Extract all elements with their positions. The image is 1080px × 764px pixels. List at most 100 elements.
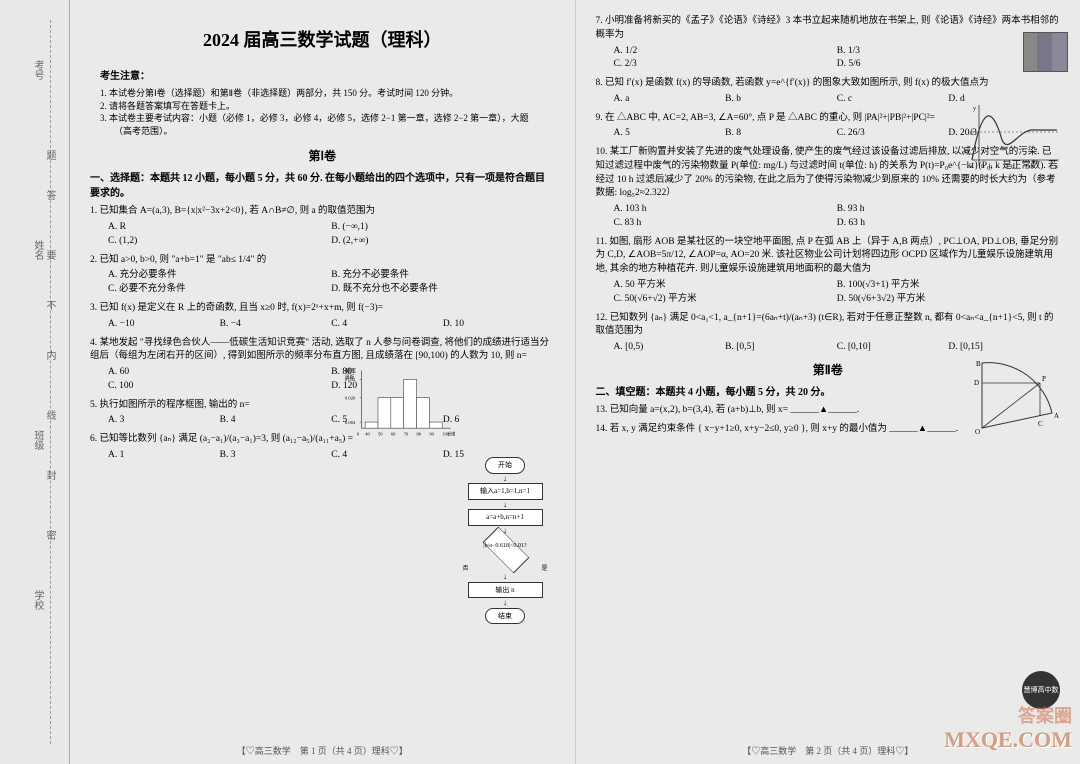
question-stem: 8. 已知 f′(x) 是函数 f(x) 的导函数, 若函数 y=e^{f′(x… bbox=[596, 77, 1061, 91]
option: C. 必要不充分条件 bbox=[108, 283, 331, 297]
option: C. 83 h bbox=[614, 217, 837, 231]
binding-margin: 考号 题 答 姓名 要 不 内 线 班级 封 密 学校 bbox=[0, 0, 70, 764]
options: A. 1/2B. 1/3C. 2/3D. 5/6 bbox=[596, 45, 1061, 73]
option: A. 3 bbox=[108, 414, 220, 428]
part1-sub: 一、选择题：本题共 12 小题，每小题 5 分，共 60 分. 在每小题给出的四… bbox=[90, 171, 555, 201]
svg-text:D: D bbox=[974, 379, 979, 387]
option: A. 5 bbox=[614, 127, 726, 141]
part1-title: 第Ⅰ卷 bbox=[90, 147, 555, 165]
question-2: 2. 已知 a>0, b>0, 则 "a+b=1" 是 "ab≤ 1/4" 的A… bbox=[90, 254, 555, 297]
svg-text:1: 1 bbox=[970, 131, 973, 137]
option: A. R bbox=[108, 221, 331, 235]
question-stem: 6. 已知等比数列 {aₙ} 满足 (a₂−a₁)/(a₃−a₁)=3, 则 (… bbox=[90, 433, 555, 447]
notice-line: 2. 请将各题答案填写在答题卡上。 bbox=[100, 100, 545, 113]
option: A. −10 bbox=[108, 318, 220, 332]
option: D. (2,+∞) bbox=[331, 235, 554, 249]
sector-figure: B D O C A P bbox=[972, 358, 1062, 438]
option: A. 1/2 bbox=[614, 45, 837, 59]
option: C. 4 bbox=[331, 318, 443, 332]
option: B. 8 bbox=[725, 127, 837, 141]
option: C. (1,2) bbox=[108, 235, 331, 249]
fc-input: 输入a=1,b=1,n=1 bbox=[468, 483, 543, 500]
question-stem: 1. 已知集合 A=(a,3), B={x|x²−3x+2<0}, 若 A∩B≠… bbox=[90, 205, 555, 219]
svg-text:50: 50 bbox=[378, 432, 383, 437]
page-2: 7. 小明准备将新买的《孟子》《论语》《诗经》3 本书立起来随机地放在书架上, … bbox=[575, 0, 1080, 764]
fc-proc: a=a+b,n=n+1 bbox=[468, 509, 543, 526]
option: C. 100 bbox=[108, 380, 331, 394]
options: A. −10B. −4C. 4D. 10 bbox=[90, 318, 555, 332]
option: C. 26/3 bbox=[837, 127, 949, 141]
option: D. 63 h bbox=[837, 217, 1060, 231]
margin-inner: 题 bbox=[42, 150, 57, 160]
margin-inner: 封 bbox=[42, 470, 57, 480]
svg-text:b: b bbox=[989, 164, 992, 170]
svg-text:40: 40 bbox=[365, 432, 370, 437]
option: B. 3 bbox=[220, 449, 332, 463]
options: A. 103 hB. 93 hC. 83 hD. 63 h bbox=[596, 203, 1061, 231]
exam-title: 2024 届高三数学试题（理科） bbox=[90, 27, 555, 54]
margin-inner: 内 bbox=[42, 350, 57, 360]
option: D. [0,15] bbox=[948, 341, 1060, 355]
margin-inner: 答 bbox=[42, 190, 57, 200]
option: A. 60 bbox=[108, 366, 331, 380]
notice-header: 考生注意： bbox=[100, 69, 545, 84]
option: B. b bbox=[725, 93, 837, 107]
curve-figure: a 0 b c d x y 1 bbox=[967, 100, 1062, 170]
svg-text:100: 100 bbox=[442, 432, 450, 437]
question-5: 5. 执行如图所示的程序框图, 输出的 n=A. 3B. 4C. 5D. 6 bbox=[90, 399, 555, 429]
option: A. 充分必要条件 bbox=[108, 269, 331, 283]
page-wrap: 考号 题 答 姓名 要 不 内 线 班级 封 密 学校 2024 届高三数学试题… bbox=[0, 0, 1080, 764]
svg-text:x: x bbox=[1055, 164, 1058, 170]
options: A. [0,5)B. [0,5]C. [0,10]D. [0,15] bbox=[596, 341, 1061, 355]
question-stem: 3. 已知 f(x) 是定义在 R 上的奇函数, 且当 x≥0 时, f(x)=… bbox=[90, 302, 555, 316]
margin-inner: 要 bbox=[42, 250, 57, 260]
question-stem: 5. 执行如图所示的程序框图, 输出的 n= bbox=[90, 399, 555, 413]
option: A. 103 h bbox=[614, 203, 837, 217]
options: A. RB. (−∞,1)C. (1,2)D. (2,+∞) bbox=[90, 221, 555, 249]
svg-text:0.020: 0.020 bbox=[345, 395, 356, 400]
question-stem: 2. 已知 a>0, b>0, 则 "a+b=1" 是 "ab≤ 1/4" 的 bbox=[90, 254, 555, 268]
option: B. 100(√3+1) 平方米 bbox=[837, 279, 1060, 293]
options: A. 50 平方米B. 100(√3+1) 平方米C. 50(√6+√2) 平方… bbox=[596, 279, 1061, 307]
fc-yes: 是 bbox=[541, 565, 547, 574]
option: A. [0,5) bbox=[614, 341, 726, 355]
question-3: 3. 已知 f(x) 是定义在 R 上的奇函数, 且当 x≥0 时, f(x)=… bbox=[90, 302, 555, 332]
option: C. c bbox=[837, 93, 949, 107]
books-icon bbox=[1023, 32, 1068, 72]
fc-no: 否 bbox=[463, 565, 469, 574]
pages-container: 2024 届高三数学试题（理科） 考生注意： 1. 本试卷分第Ⅰ卷（选择题）和第… bbox=[70, 0, 1080, 764]
fc-end: 结束 bbox=[485, 608, 525, 625]
notice-line: 3. 本试卷主要考试内容：小题（必修 1，必修 3，必修 4，必修 5，选修 2… bbox=[100, 112, 545, 137]
option: C. 2/3 bbox=[614, 58, 837, 72]
option: D. 6 bbox=[443, 414, 555, 428]
svg-text:c: c bbox=[1011, 164, 1014, 170]
question-4: 4. 某地发起 "寻找绿色合伙人——低碳生活知识竞赛" 活动, 选取了 n 人参… bbox=[90, 337, 555, 394]
option: A. 1 bbox=[108, 449, 220, 463]
histogram-chart: 频率组距 分数 0405060708090100 0.0040.0200.032 bbox=[345, 365, 455, 440]
question-stem: 12. 已知数列 {aₙ} 满足 0<a₁<1, a_{n+1}=(6aₙ+t)… bbox=[596, 312, 1061, 340]
svg-text:d: d bbox=[1029, 164, 1032, 170]
option: C. 50(√6+√2) 平方米 bbox=[614, 293, 837, 307]
svg-text:0: 0 bbox=[356, 432, 359, 437]
svg-text:90: 90 bbox=[429, 432, 434, 437]
svg-text:A: A bbox=[1054, 412, 1059, 420]
svg-text:80: 80 bbox=[416, 432, 421, 437]
option: B. (−∞,1) bbox=[331, 221, 554, 235]
option: B. 93 h bbox=[837, 203, 1060, 217]
fc-cond: |b/a−0.618|<0.01? bbox=[475, 539, 535, 559]
question-stem: 4. 某地发起 "寻找绿色合伙人——低碳生活知识竞赛" 活动, 选取了 n 人参… bbox=[90, 337, 555, 365]
svg-text:0: 0 bbox=[981, 164, 984, 170]
notice-block: 考生注意： 1. 本试卷分第Ⅰ卷（选择题）和第Ⅱ卷（非选择题）两部分，共 150… bbox=[100, 69, 545, 137]
option: D. 50(√6+3√2) 平方米 bbox=[837, 293, 1060, 307]
question-12: 12. 已知数列 {aₙ} 满足 0<a₁<1, a_{n+1}=(6aₙ+t)… bbox=[596, 312, 1061, 355]
svg-text:y: y bbox=[973, 106, 976, 112]
svg-text:70: 70 bbox=[403, 432, 408, 437]
svg-text:B: B bbox=[976, 360, 981, 368]
margin-inner: 线 bbox=[42, 410, 57, 420]
svg-text:P: P bbox=[1042, 375, 1046, 383]
option: B. −4 bbox=[220, 318, 332, 332]
option: A. 50 平方米 bbox=[614, 279, 837, 293]
page-1: 2024 届高三数学试题（理科） 考生注意： 1. 本试卷分第Ⅰ卷（选择题）和第… bbox=[70, 0, 575, 764]
fc-out: 输出 n bbox=[468, 582, 543, 599]
margin-inner: 密 bbox=[42, 530, 57, 540]
